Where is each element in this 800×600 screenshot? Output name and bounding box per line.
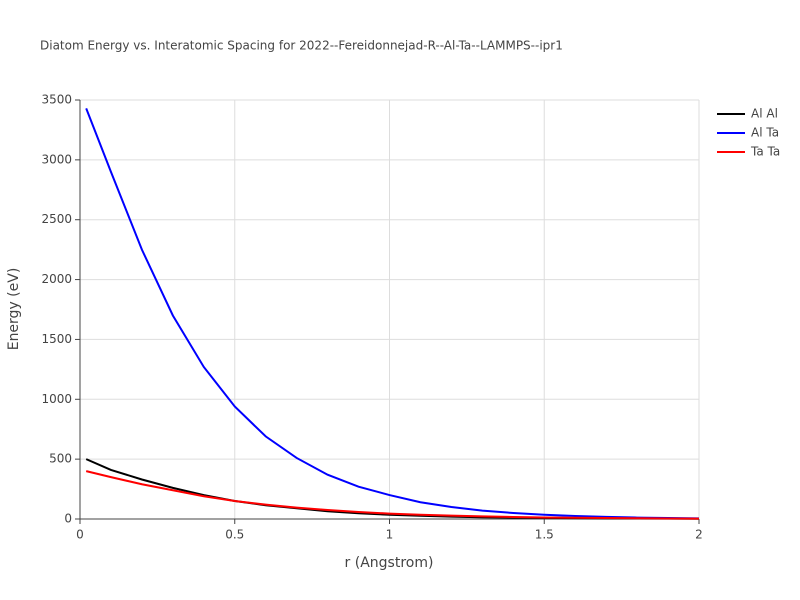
legend-label: Al Al (751, 107, 778, 121)
legend-label: Ta Ta (750, 145, 780, 159)
x-tick-label: 1 (386, 528, 394, 542)
y-tick-label: 0 (64, 512, 72, 526)
chart-title: Diatom Energy vs. Interatomic Spacing fo… (40, 39, 563, 53)
x-axis-title: r (Angstrom) (345, 555, 434, 571)
x-tick-label: 0.5 (225, 528, 244, 542)
y-tick-label: 1500 (41, 332, 72, 346)
y-tick-label: 1000 (41, 392, 72, 406)
y-tick-label: 2000 (41, 272, 72, 286)
x-tick-label: 2 (695, 528, 703, 542)
x-tick-label: 1.5 (535, 528, 554, 542)
y-axis-title: Energy (eV) (6, 268, 22, 351)
y-tick-label: 2500 (41, 212, 72, 226)
series-line (85, 470, 700, 520)
y-tick-label: 500 (49, 452, 72, 466)
y-tick-label: 3500 (41, 93, 72, 107)
legend-label: Al Ta (751, 126, 779, 140)
x-tick-label: 0 (76, 528, 84, 542)
y-tick-label: 3000 (41, 152, 72, 166)
series-line (85, 108, 700, 520)
